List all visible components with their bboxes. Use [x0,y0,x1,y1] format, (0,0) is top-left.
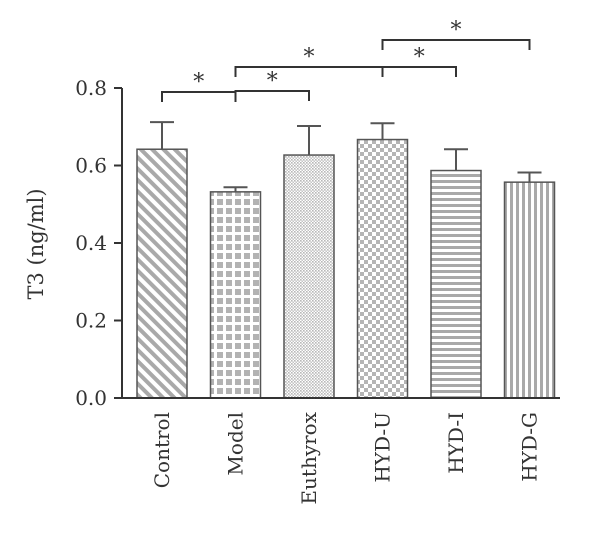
y-tick-label: 0.6 [75,154,107,178]
bar-hyd-i [430,169,482,399]
significance-brackets: * * * * * [161,18,531,102]
y-tick-label: 0.8 [75,76,107,100]
x-tick-label: HYD-G [518,412,542,482]
x-tick-label: Model [224,412,248,476]
x-axis-tick-labels: Control Model Euthyrox HYD-U HYD-I HYD-G [150,411,542,504]
significance-bracket [381,39,531,50]
y-tick-label: 0.0 [75,386,107,410]
bar-hyd-g [503,181,556,399]
x-tick-label: Euthyrox [297,411,321,504]
x-tick-label: HYD-I [444,412,468,474]
significance-bracket [234,90,310,101]
error-bars [150,121,542,192]
y-tick-label: 0.4 [75,231,107,255]
bar-control [136,148,188,399]
bar-model [209,191,262,399]
y-axis-label: T3 (ng/ml) [24,188,48,299]
significance-label: * [304,45,315,70]
bar-euthyrox [283,154,335,399]
x-tick-label: HYD-U [371,412,395,483]
bar-hyd-u [356,138,409,399]
significance-label: * [451,18,462,43]
significance-label: * [193,70,204,95]
significance-label: * [267,69,278,94]
significance-bracket [381,66,457,77]
significance-label: * [414,45,425,70]
bars [136,138,556,399]
y-axis-ticks: 0.0 0.2 0.4 0.6 0.8 [75,76,122,410]
y-tick-label: 0.2 [75,309,107,333]
x-tick-label: Control [150,412,174,488]
